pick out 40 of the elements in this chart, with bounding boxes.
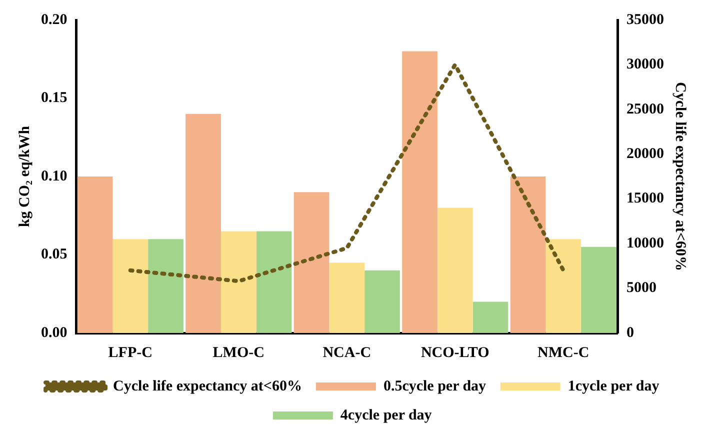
y2-axis-title: Cycle life expectancy at<60% (672, 82, 688, 271)
legend-label: Cycle life expectancy at<60% (113, 378, 302, 394)
y2-tick-label: 30000 (626, 56, 664, 73)
y-tick-label: 0.15 (41, 90, 68, 106)
x-tick-label: NMC-C (538, 344, 590, 361)
y-tick-label: 0.10 (41, 168, 68, 184)
bar (256, 231, 292, 333)
legend-label: 0.5cycle per day (383, 378, 487, 394)
bar (148, 239, 184, 333)
bar (77, 176, 113, 333)
bar (112, 239, 148, 333)
x-tick-label: NCO-LTO (420, 344, 490, 361)
y2-tick-label: 15000 (626, 190, 664, 207)
y-axis-title: kg CO₂ eq/kWh (16, 125, 33, 228)
bar (294, 192, 330, 333)
legend-label: 1cycle per day (568, 378, 660, 394)
y2-tick-label: 35000 (626, 12, 664, 28)
y2-tick-label: 5000 (626, 280, 656, 296)
bar (402, 51, 438, 333)
y2-tick-label: 0 (626, 324, 634, 341)
bar (220, 231, 256, 333)
y2-tick-label: 25000 (626, 101, 664, 118)
bar (364, 270, 400, 333)
bar (510, 176, 546, 333)
y-tick-label: 0.00 (41, 324, 68, 341)
y2-tick-label: 20000 (626, 146, 664, 162)
bar (329, 262, 365, 333)
y2-tick-label: 10000 (626, 235, 664, 252)
bar (581, 246, 616, 333)
bar (186, 114, 221, 333)
x-tick-label: LMO-C (212, 344, 264, 361)
x-tick-label: LFP-C (108, 344, 152, 361)
bar (472, 302, 508, 333)
y-tick-label: 0.20 (41, 12, 68, 28)
bar (437, 208, 473, 333)
line-series (128, 62, 566, 284)
legend-label: 4cycle per day (340, 407, 432, 424)
bar (546, 239, 582, 333)
x-tick-label: NCA-C (322, 344, 372, 361)
y-tick-label: 0.05 (41, 246, 68, 263)
